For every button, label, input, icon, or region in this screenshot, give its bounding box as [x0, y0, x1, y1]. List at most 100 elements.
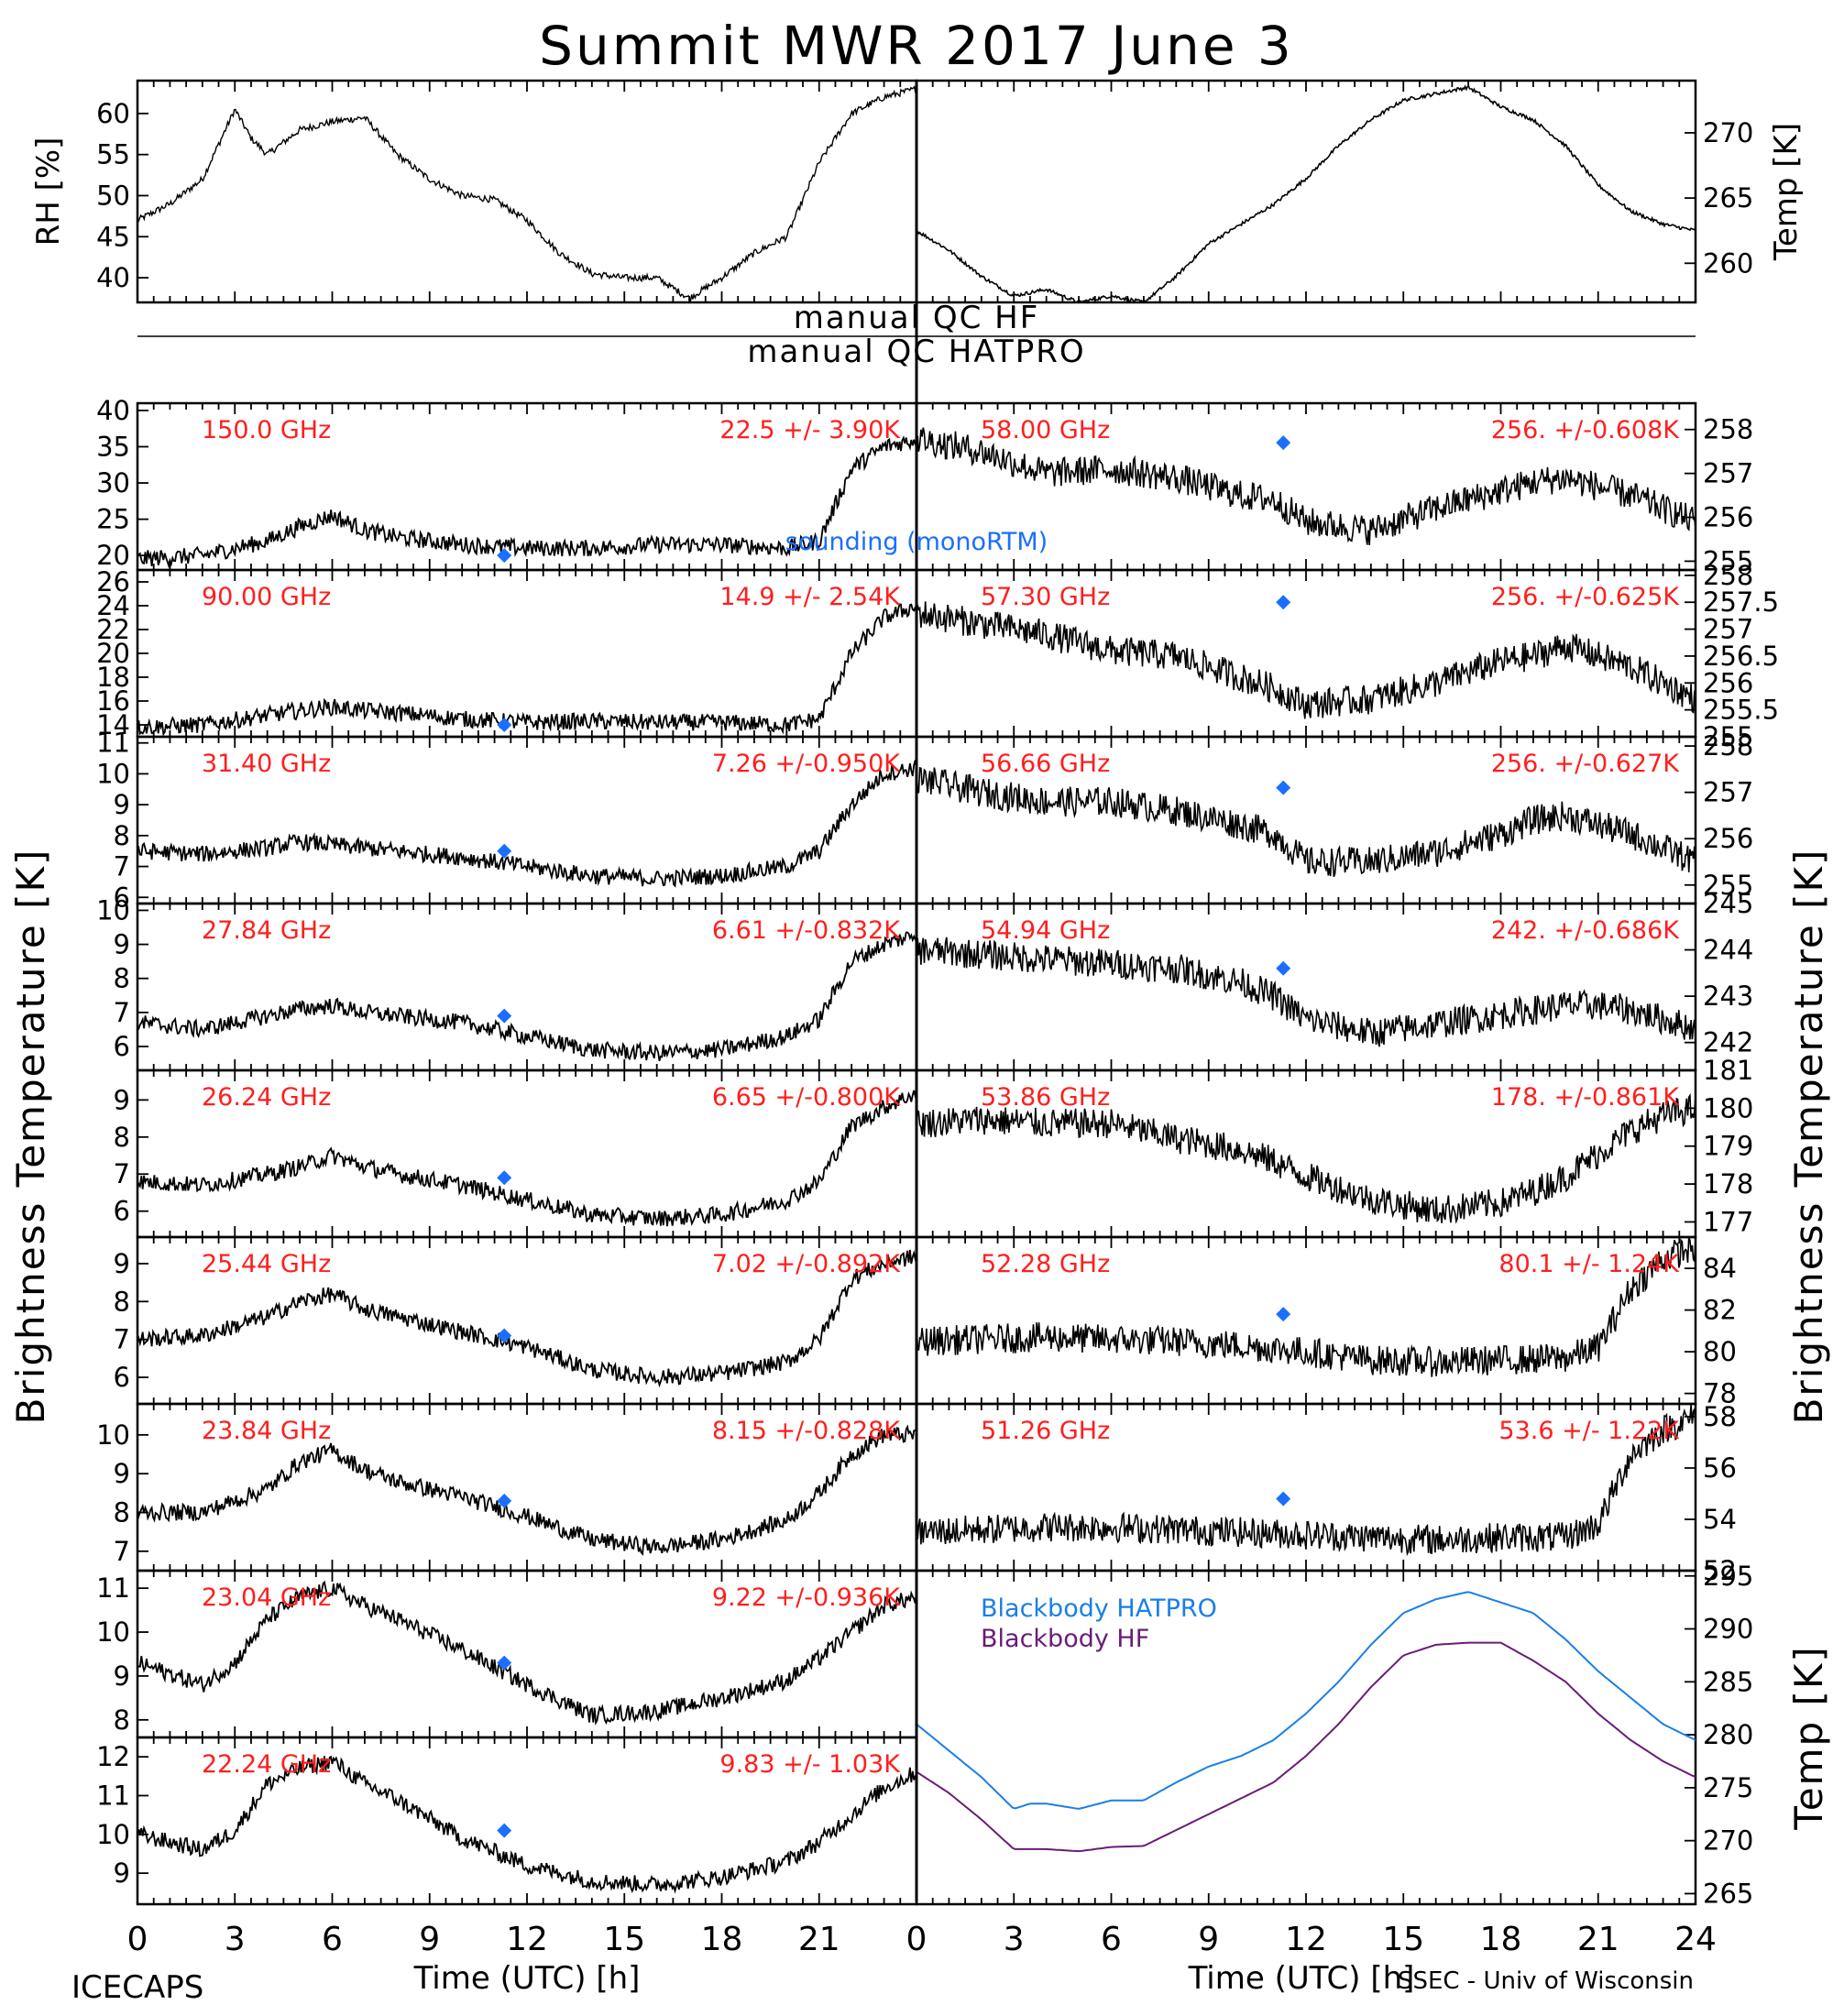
y-tick-label: 245: [1703, 888, 1753, 919]
y-tick-label: 18: [96, 662, 130, 693]
y-tick-label: 7: [114, 851, 130, 882]
y-tick-label: 258: [1703, 730, 1753, 761]
y-tick-label: 285: [1703, 1666, 1753, 1697]
chart-title: Summit MWR 2017 June 3: [539, 15, 1294, 77]
y-tick-label: 60: [96, 98, 130, 129]
panel-left-4: 6 7 8 9 26.24 GHz 6.65 +/-0.800K: [114, 1068, 918, 1239]
y-tick-label: 7: [114, 997, 130, 1028]
brightness-series: [137, 603, 917, 737]
y-tick-label: 9: [114, 929, 130, 960]
y-tick-label: 255: [1703, 721, 1753, 752]
x-tick-label: 6: [1101, 1921, 1122, 1958]
panel-left-6: 7 8 9 10 23.84 GHz 8.15 +/-0.828K: [96, 1402, 918, 1572]
y-tick-label: 178: [1703, 1168, 1753, 1200]
x-tick-labels: 0 3 6 9 12 15 18 21 0 3 6 9 12 15 18 21 24: [127, 1921, 1717, 1958]
x-tick-label: 15: [1382, 1921, 1424, 1958]
x-axis-label-left: Time (UTC) [h]: [413, 1960, 641, 1997]
channel-frequency: 22.24 GHz: [202, 1750, 331, 1779]
footer-right-credit: SSEC - Univ of Wisconsin: [1398, 1967, 1694, 1995]
panel-left-7: 8 9 10 11 23.04 GHz 9.22 +/-0.936K: [96, 1569, 918, 1739]
x-axis-label-right: Time (UTC) [h]: [1188, 1960, 1415, 1997]
channel-stats: 6.65 +/-0.800K: [712, 1083, 901, 1112]
sounding-point: [497, 1328, 512, 1343]
y-tick-label: 30: [96, 467, 130, 499]
panel-frame: [915, 79, 1697, 304]
x-tick-label: 15: [603, 1921, 645, 1958]
y-tick-label: 8: [114, 1704, 130, 1736]
blackbody-series-1: [916, 1641, 1696, 1853]
sounding-point: [497, 548, 512, 564]
y-tick-label: 257: [1703, 458, 1753, 489]
brightness-series: [916, 1404, 1696, 1557]
channel-frequency: 23.04 GHz: [202, 1583, 331, 1612]
channel-stats: 9.83 +/- 1.03K: [719, 1750, 901, 1779]
y-tick-label: 84: [1703, 1253, 1737, 1284]
sounding-point: [1276, 960, 1291, 976]
x-tick-label: 6: [322, 1921, 343, 1958]
sounding-point: [497, 1170, 512, 1186]
sounding-point: [497, 1008, 512, 1024]
y-tick-label: 7: [114, 1158, 130, 1189]
y-tick-label: 8: [114, 1497, 130, 1528]
sounding-point: [497, 1655, 512, 1671]
y-tick-label: 256: [1703, 502, 1753, 533]
sounding-point: [1276, 1307, 1291, 1322]
rh-panel: 40 45 50 55 60: [96, 79, 918, 304]
y-tick-label: 7: [114, 1324, 130, 1355]
sounding-point: [497, 1493, 512, 1508]
y-tick-label: 25: [96, 504, 130, 535]
sounding-point: [1276, 780, 1291, 795]
channel-frequency: 26.24 GHz: [202, 1083, 331, 1112]
y-tick-label: 80: [1703, 1336, 1737, 1367]
channel-frequency: 54.94 GHz: [981, 916, 1110, 945]
channel-stats: 53.6 +/- 1.22K: [1498, 1417, 1680, 1445]
brightness-series: [137, 435, 917, 569]
y-tick-label: 6: [114, 1031, 130, 1062]
y-tick-label: 82: [1703, 1295, 1737, 1326]
brightness-series: [137, 1580, 917, 1726]
y-tick-label: 243: [1703, 981, 1753, 1012]
y-tick-label: 45: [96, 221, 130, 252]
y-tick-label: 256: [1703, 823, 1753, 854]
x-tick-label: 3: [1004, 1921, 1025, 1958]
sounding-point: [1276, 435, 1291, 451]
y-tick-label: 179: [1703, 1131, 1753, 1162]
y-tick-label: 6: [114, 1196, 130, 1227]
channel-stats: 256. +/-0.627K: [1491, 750, 1680, 778]
y-tick-label: 10: [96, 894, 130, 926]
x-tick-label: 21: [1577, 1921, 1619, 1958]
y-tick-label: 10: [96, 1419, 130, 1451]
y-tick-label: 54: [1703, 1504, 1737, 1535]
y-tick-label: 11: [96, 728, 130, 759]
y-tick-label: 257.5: [1703, 586, 1779, 618]
y-tick-label: 295: [1703, 1561, 1753, 1592]
channel-stats: 14.9 +/- 2.54K: [719, 583, 901, 611]
panel-left-5: 6 7 8 9 25.44 GHz 7.02 +/-0.892K: [114, 1235, 918, 1406]
y-tick-label: 255.5: [1703, 695, 1779, 726]
y-tick-label: 24: [96, 590, 130, 621]
panel-frame: [136, 79, 918, 304]
y-tick-label: 9: [114, 1660, 130, 1692]
y-tick-label: 56: [1703, 1452, 1737, 1484]
left-ylabel: Brightness Temperature [K]: [8, 849, 53, 1425]
y-tick-label: 6: [114, 882, 130, 913]
y-tick-label: 52: [1703, 1555, 1737, 1586]
y-tick-label: 20: [96, 638, 130, 669]
channel-frequency: 57.30 GHz: [981, 583, 1110, 611]
y-tick-label: 35: [96, 431, 130, 462]
channel-frequency: 23.84 GHz: [202, 1417, 331, 1445]
y-tick-label: 78: [1703, 1378, 1737, 1409]
rh-series: [137, 85, 917, 303]
sounding-point: [497, 718, 512, 732]
channel-frequency: 27.84 GHz: [202, 916, 331, 945]
brightness-series: [916, 937, 1696, 1047]
y-tick-label: 9: [114, 1458, 130, 1489]
y-tick-label: 10: [96, 758, 130, 789]
channel-frequency: 53.86 GHz: [981, 1083, 1110, 1112]
brightness-series: [916, 601, 1696, 719]
channel-frequency: 52.28 GHz: [981, 1250, 1110, 1278]
brightness-series: [916, 1092, 1696, 1224]
y-tick-label: 255: [1703, 870, 1753, 901]
